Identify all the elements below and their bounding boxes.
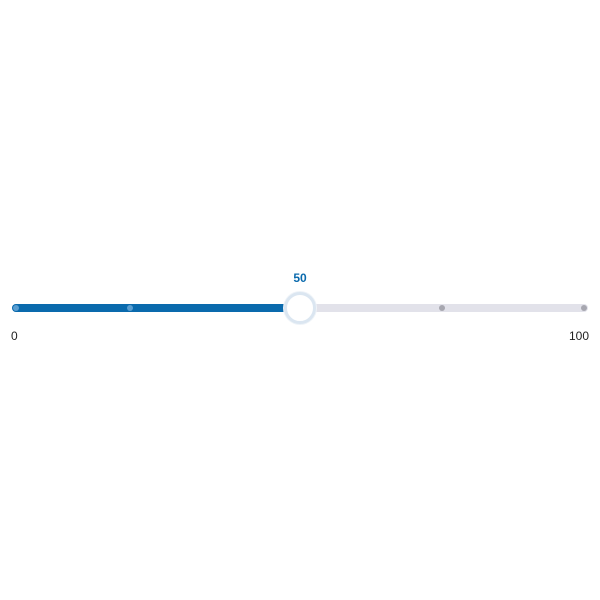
slider-tick: [581, 305, 587, 311]
slider-tick: [439, 305, 445, 311]
slider-thumb[interactable]: [284, 292, 316, 324]
slider-max-label: 100: [568, 329, 589, 343]
slider-min-label: 0: [11, 329, 18, 343]
slider-tick: [126, 305, 133, 311]
slider-value-label: 50: [293, 271, 307, 285]
slider-fill: [12, 304, 300, 312]
slider-tick: [13, 305, 19, 311]
